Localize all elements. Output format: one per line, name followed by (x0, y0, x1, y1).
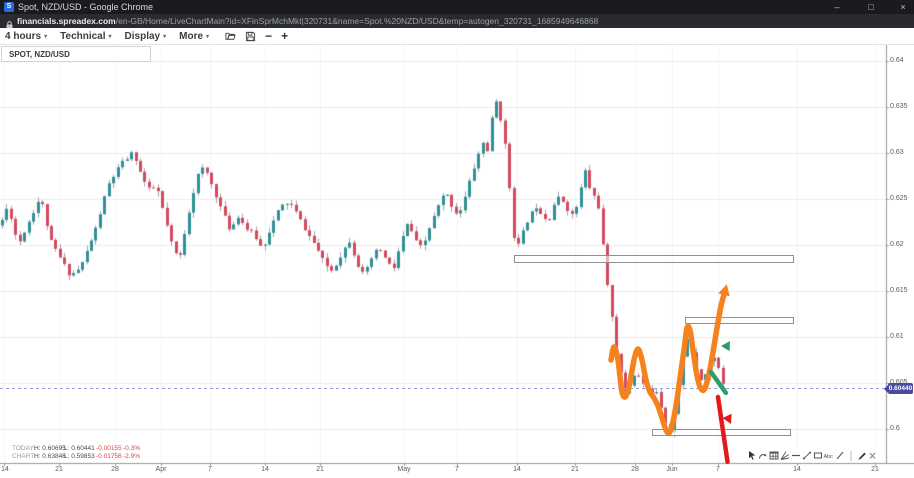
chart-high: H: 0.63846 (34, 452, 66, 460)
x-axis-label: 7 (716, 466, 720, 473)
orange-arrowhead (718, 284, 730, 297)
pencil-tool-icon[interactable] (856, 449, 867, 462)
chevron-down-icon: ▾ (163, 33, 167, 40)
chevron-down-icon: ▾ (108, 33, 112, 40)
symbol-label: SPOT, NZD/USD (1, 46, 151, 62)
fan-lines-tool-icon[interactable] (779, 449, 790, 462)
y-axis-label: 0.615 (890, 287, 908, 294)
y-axis-label: 0.6 (890, 425, 900, 432)
x-axis-label: 14 (513, 466, 521, 473)
today-percent: -0.3% (123, 445, 140, 452)
x-axis-label: Jun (666, 466, 678, 473)
trend-line-tool-icon[interactable] (801, 449, 812, 462)
today-high: H: 0.60695 (34, 445, 66, 452)
address-bar[interactable]: financials.spreadex.com/en-GB/Home/LiveC… (0, 14, 914, 28)
grid-tool-icon[interactable] (768, 449, 779, 462)
today-label: TODAY: (12, 445, 36, 452)
menu-technical[interactable]: Technical ▾ (60, 30, 112, 42)
menu-4-hours[interactable]: 4 hours ▾ (5, 30, 48, 42)
orange-annotation-path (608, 288, 728, 436)
close-button[interactable]: × (900, 2, 906, 12)
red-down-arrow-head (722, 413, 732, 424)
line-tool-icon[interactable] (834, 449, 845, 462)
x-axis-label: 28 (111, 466, 119, 473)
x-axis-label: 28 (631, 466, 639, 473)
zoom-out-button[interactable]: − (265, 28, 273, 43)
x-axis-label: 14 (1, 466, 9, 473)
today-stats-row: TODAY:H: 0.60695L: 0.60441-0.00155-0.3% (12, 445, 140, 453)
x-axis-label: 7 (208, 466, 212, 473)
x-axis-label: Apr (155, 466, 167, 473)
drawing-toolbar: Abc (746, 449, 878, 462)
chart-range-label: CHART: (12, 452, 36, 460)
x-axis-label: 14 (793, 466, 801, 473)
open-folder-icon[interactable] (225, 31, 236, 42)
zoom-in-button[interactable]: + (281, 28, 289, 43)
green-up-arrow-head (721, 341, 730, 352)
chevron-down-icon: ▾ (44, 33, 48, 40)
x-axis-label: 7 (455, 466, 459, 473)
y-axis-label: 0.605 (890, 379, 908, 386)
app-favicon: S (4, 2, 14, 12)
save-icon[interactable] (245, 31, 256, 42)
curved-arrow-tool-icon[interactable] (757, 449, 768, 462)
toolbar-menus: 4 hours ▾ Technical ▾ Display ▾ More ▾ (5, 31, 222, 42)
chart-toolbar: 4 hours ▾ Technical ▾ Display ▾ More ▾ − + (0, 28, 914, 45)
maximize-button[interactable]: □ (868, 2, 874, 12)
price-level-box-1 (514, 255, 794, 263)
lock-icon (6, 17, 13, 28)
horizontal-line-tool-icon[interactable] (790, 449, 801, 462)
window-title: Spot, NZD/USD - Google Chrome (18, 2, 154, 12)
y-axis-label: 0.625 (890, 195, 908, 202)
rectangle-tool-icon[interactable] (812, 449, 823, 462)
chevron-down-icon: ▾ (206, 33, 210, 40)
cursor-tool-icon[interactable] (746, 449, 757, 462)
x-axis-label: 21 (571, 466, 579, 473)
y-axis-label: 0.62 (890, 241, 904, 248)
y-axis-label: 0.61 (890, 333, 904, 340)
url-domain: financials.spreadex.com (17, 16, 116, 26)
y-axis-label: 0.64 (890, 57, 904, 64)
chart-percent: -2.9% (123, 452, 140, 460)
chart-plot-area: SPOT, NZD/USD 0.64 0.635 0.63 0.625 0.62 0.61… (0, 45, 914, 478)
url-text: financials.spreadex.com/en-GB/Home/LiveC… (17, 14, 598, 28)
today-low: L: 0.60441 (64, 445, 95, 452)
menu-display[interactable]: Display ▾ (124, 30, 167, 42)
annotations-overlay (0, 255, 886, 465)
price-level-box-2 (685, 317, 794, 324)
y-axis-label: 0.63 (890, 149, 904, 156)
red-down-arrow (715, 394, 730, 465)
menu-more[interactable]: More ▾ (179, 30, 210, 42)
x-axis-label: 14 (261, 466, 269, 473)
svg-text:Abc: Abc (823, 454, 833, 460)
y-axis-label: 0.635 (890, 103, 908, 110)
current-price-badge: 0.60440 (884, 383, 913, 394)
x-axis-label: 21 (55, 466, 63, 473)
x-axis-label: 21 (871, 466, 879, 473)
close-tool-icon[interactable] (867, 449, 878, 462)
green-up-arrow (708, 369, 729, 396)
today-change: -0.00155 (96, 445, 122, 452)
chart-change: -0.01756 (96, 452, 122, 460)
x-axis-label: May (397, 466, 411, 473)
minimize-button[interactable]: – (834, 2, 840, 12)
chart-stats-row: CHART:H: 0.63846L: 0.59853-0.01756-2.9% (12, 453, 140, 461)
text-tool-icon[interactable]: Abc (823, 449, 834, 462)
url-path: /en-GB/Home/LiveChartMain?id=XFinSprMchM… (115, 16, 599, 26)
window-titlebar: S Spot, NZD/USD - Google Chrome – □ × (0, 0, 914, 14)
price-stats: TODAY:H: 0.60695L: 0.60441-0.00155-0.3% … (12, 445, 140, 460)
chart-low: L: 0.59853 (64, 452, 95, 460)
divider-icon (845, 449, 856, 462)
x-axis-label: 21 (316, 466, 324, 473)
